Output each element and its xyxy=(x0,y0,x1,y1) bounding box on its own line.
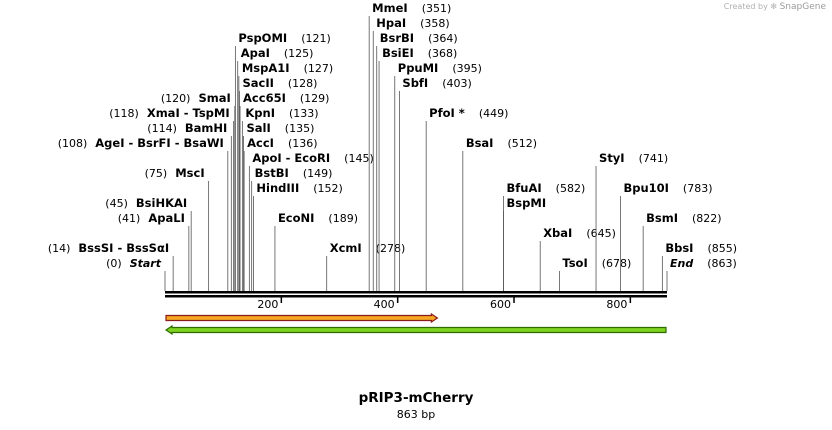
site-pos-37: (855) xyxy=(707,242,737,255)
site-label-36: BsmI xyxy=(646,211,678,225)
site-label-38: End xyxy=(670,257,693,270)
site-pos-20: (189) xyxy=(328,212,358,225)
site-pos-11: (127) xyxy=(304,62,334,75)
site-pos-5: (108) xyxy=(58,137,88,150)
site-pos-32: (645) xyxy=(586,227,616,240)
site-label-9: PspOMI xyxy=(238,31,287,45)
site-pos-15: (135) xyxy=(285,122,315,135)
site-label-28: PfoI * xyxy=(429,106,465,120)
site-label-21: XcmI xyxy=(330,241,362,255)
feature-2-arrow xyxy=(164,324,667,336)
site-pos-23: (358) xyxy=(420,17,450,30)
site-pos-24: (364) xyxy=(428,32,458,45)
site-pos-17: (145) xyxy=(344,152,374,165)
site-label-31: BspMI xyxy=(507,196,547,210)
axis-tick-label: 600 xyxy=(490,298,511,311)
site-label-3: BsiHKAI xyxy=(136,196,187,210)
backbone-bottom-line xyxy=(165,295,667,298)
backbone-top-line xyxy=(165,291,667,294)
site-pos-35: (783) xyxy=(683,182,713,195)
site-pos-27: (403) xyxy=(442,77,472,90)
axis-tick-label: 200 xyxy=(257,298,278,311)
site-pos-16: (136) xyxy=(288,137,318,150)
axis-tick-label: 800 xyxy=(606,298,627,311)
site-label-2: ApaLI xyxy=(148,211,185,225)
site-label-12: SacII xyxy=(242,76,273,90)
site-label-33: TsoI xyxy=(562,256,587,270)
site-pos-22: (351) xyxy=(422,2,452,15)
site-pos-0: (0) xyxy=(106,257,122,270)
site-pos-28: (449) xyxy=(479,107,509,120)
site-pos-10: (125) xyxy=(284,47,314,60)
site-pos-9: (121) xyxy=(301,32,331,45)
site-label-35: Bpu10I xyxy=(623,181,668,195)
site-label-15: SalI xyxy=(247,121,271,135)
site-label-17: ApoI - EcoRI xyxy=(252,151,330,165)
site-label-37: BbsI xyxy=(665,241,693,255)
site-pos-29: (512) xyxy=(507,137,537,150)
site-label-27: SbfI xyxy=(402,76,428,90)
site-pos-30: (582) xyxy=(556,182,586,195)
site-label-6: BamHI xyxy=(185,121,227,135)
site-pos-13: (129) xyxy=(300,92,330,105)
site-label-25: BsiEI xyxy=(382,46,414,60)
site-pos-3: (45) xyxy=(105,197,128,210)
site-pos-12: (128) xyxy=(288,77,318,90)
site-pos-7: (118) xyxy=(109,107,139,120)
site-label-7: XmaI - TspMI xyxy=(147,106,230,120)
site-pos-38: (863) xyxy=(707,257,737,270)
site-label-0: Start xyxy=(130,257,162,270)
site-pos-19: (152) xyxy=(313,182,343,195)
site-label-19: HindIII xyxy=(256,181,299,195)
credit-created-by: Created by xyxy=(723,2,768,11)
site-pos-4: (75) xyxy=(145,167,168,180)
site-pos-25: (368) xyxy=(428,47,458,60)
site-pos-1: (14) xyxy=(48,242,71,255)
restriction-map: 200 400 600 800 Start (0) BssSI - BssSαI (14) Ap… xyxy=(48,1,737,336)
site-label-13: Acc65I xyxy=(243,91,286,105)
site-label-32: XbaI xyxy=(543,226,572,240)
site-pos-6: (114) xyxy=(147,122,177,135)
site-pos-26: (395) xyxy=(452,62,482,75)
site-label-1: BssSI - BssSαI xyxy=(78,241,169,255)
site-label-16: AccI xyxy=(247,136,274,150)
plasmid-length: 863 bp xyxy=(396,408,436,421)
snapgene-logo-icon: ✻ xyxy=(770,2,778,11)
feature-1-arrow xyxy=(165,312,439,324)
site-label-22: MmeI xyxy=(372,1,408,15)
site-pos-33: (678) xyxy=(602,257,632,270)
site-pos-2: (41) xyxy=(118,212,141,225)
site-label-29: BsaI xyxy=(466,136,494,150)
site-label-23: HpaI xyxy=(376,16,406,30)
site-label-24: BsrBI xyxy=(380,31,414,45)
site-label-10: ApaI xyxy=(241,46,270,60)
site-pos-21: (278) xyxy=(376,242,406,255)
site-pos-18: (149) xyxy=(303,167,333,180)
site-pos-36: (822) xyxy=(692,212,722,225)
site-label-4: MscI xyxy=(175,166,204,180)
site-label-26: PpuMI xyxy=(398,61,439,75)
credit-brand: SnapGene xyxy=(779,2,826,12)
site-pos-34: (741) xyxy=(639,152,669,165)
site-label-18: BstBI xyxy=(255,166,289,180)
site-label-34: StyI xyxy=(599,151,625,165)
site-label-20: EcoNI xyxy=(278,211,314,225)
site-label-30: BfuAI xyxy=(507,181,542,195)
site-pos-14: (133) xyxy=(289,107,319,120)
snapgene-credit: Created by ✻ SnapGene xyxy=(724,2,826,12)
site-label-5: AgeI - BsrFI - BsaWI xyxy=(95,136,224,150)
site-label-11: MspA1I xyxy=(242,61,290,75)
plasmid-name: pRIP3-mCherry xyxy=(358,390,474,406)
site-label-8: SmaI xyxy=(198,91,230,105)
site-pos-8: (120) xyxy=(161,92,191,105)
site-label-14: KpnI xyxy=(245,106,275,120)
axis-tick-label: 400 xyxy=(374,298,395,311)
